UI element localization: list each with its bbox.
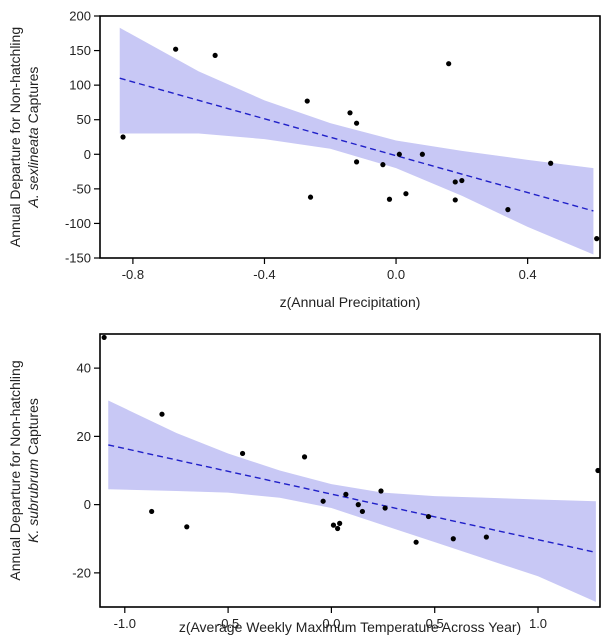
- data-point: [450, 536, 456, 542]
- y-ticks: -20 0 20 40: [72, 361, 100, 580]
- data-points-layer: [120, 46, 600, 242]
- data-point: [159, 411, 165, 417]
- panel-precipitation: -0.8 -0.4 0.0 0.4 -150 -100 -50 0 50 100 150 200 z…: [7, 9, 601, 310]
- y-tick-label: -150: [65, 251, 91, 266]
- data-point: [320, 498, 326, 504]
- data-point: [452, 197, 458, 203]
- data-point: [353, 159, 360, 165]
- y-axis-label-species: A. sexlineata: [25, 127, 41, 208]
- data-point: [548, 160, 554, 166]
- data-point: [239, 450, 246, 457]
- plot-frame: [99, 333, 601, 608]
- data-points-layer: [101, 334, 601, 545]
- y-tick-label: 100: [69, 78, 91, 93]
- data-point: [184, 524, 190, 530]
- data-point: [149, 508, 155, 515]
- confidence-band: [108, 400, 596, 602]
- x-tick-label: -1.0: [114, 616, 136, 631]
- y-tick-label: 40: [77, 361, 91, 376]
- y-tick-label: -50: [72, 181, 91, 196]
- data-point: [330, 522, 337, 528]
- data-point: [403, 191, 409, 197]
- data-point: [413, 539, 419, 545]
- y-axis-label-line1: Annual Departure for Non-hatchling: [7, 27, 23, 247]
- data-point: [419, 151, 425, 157]
- y-axis-label-line2: A. sexlineata Captures: [25, 67, 41, 209]
- data-point: [446, 61, 452, 67]
- trend-line: [119, 77, 594, 212]
- data-point: [212, 52, 218, 59]
- data-point: [355, 502, 361, 508]
- x-ticks: -0.8 -0.4 0.0 0.4: [122, 258, 537, 282]
- data-point: [380, 162, 386, 168]
- confidence-band-layer: [119, 27, 594, 255]
- x-tick-label: 1.0: [529, 616, 547, 631]
- data-point: [359, 508, 365, 515]
- x-axis-label: z(Average Weekly Maximum Temperature Acr…: [179, 619, 521, 635]
- data-point: [382, 505, 388, 511]
- trend-line-layer: [119, 77, 594, 212]
- data-point: [452, 179, 458, 185]
- data-point: [396, 151, 402, 157]
- data-point: [173, 46, 179, 52]
- y-axis-label-line2: K. subrubrum Captures: [25, 398, 41, 543]
- data-point: [483, 534, 489, 540]
- y-axis-label-line1: Annual Departure for Non-hatchling: [7, 360, 23, 580]
- x-ticks: -1.0 -0.5 0.0 0.5 1.0: [114, 607, 547, 631]
- data-point: [101, 334, 107, 341]
- data-point: [337, 520, 343, 526]
- data-point: [425, 513, 432, 520]
- x-tick-label: -0.5: [217, 616, 239, 631]
- y-axis-label-suffix: Captures: [25, 398, 41, 459]
- y-axis-label-suffix: Captures: [25, 67, 41, 128]
- x-tick-label: 0.0: [387, 267, 405, 282]
- data-point: [353, 120, 360, 126]
- y-tick-label: 0: [84, 147, 91, 162]
- data-point: [304, 98, 310, 104]
- data-point: [120, 134, 126, 140]
- data-point: [505, 207, 511, 213]
- y-tick-label: -100: [65, 216, 91, 231]
- trend-line: [108, 444, 597, 554]
- panel-temperature: -1.0 -0.5 0.0 0.5 1.0 -20 0 20 40 z(Average Wee…: [7, 333, 601, 635]
- data-point: [335, 525, 341, 532]
- data-point: [594, 236, 600, 242]
- data-point: [459, 177, 465, 184]
- plot-frame: [99, 15, 601, 259]
- confidence-band-layer: [108, 400, 596, 602]
- y-tick-label: 200: [69, 9, 91, 24]
- y-tick-label: -20: [72, 565, 91, 580]
- x-tick-label: -0.8: [122, 267, 144, 282]
- y-tick-label: 0: [84, 497, 91, 512]
- y-tick-label: 20: [77, 429, 91, 444]
- y-tick-label: 50: [77, 112, 91, 127]
- y-ticks: -150 -100 -50 0 50 100 150 200: [65, 9, 100, 266]
- data-point: [347, 110, 353, 116]
- y-axis-label-species: K. subrubrum: [25, 459, 41, 543]
- x-tick-label: 0.0: [322, 616, 340, 631]
- y-tick-label: 150: [69, 43, 91, 58]
- x-tick-label: 0.4: [519, 267, 537, 282]
- data-point: [301, 454, 308, 460]
- trend-line-layer: [108, 444, 597, 554]
- x-axis-label: z(Annual Precipitation): [280, 294, 421, 310]
- data-point: [378, 488, 384, 494]
- confidence-band: [119, 27, 594, 255]
- data-point: [386, 196, 393, 202]
- x-tick-label: 0.5: [426, 616, 444, 631]
- data-point: [307, 194, 314, 200]
- x-tick-label: -0.4: [253, 267, 275, 282]
- data-point: [343, 491, 349, 497]
